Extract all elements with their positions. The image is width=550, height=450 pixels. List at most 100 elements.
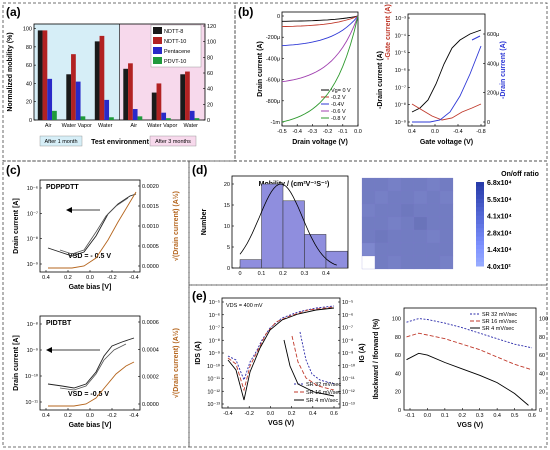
bar-ndtt-8: [151, 92, 157, 120]
a-ytick-label: 80: [26, 45, 32, 51]
d1-xtick-label: 0: [238, 271, 241, 277]
legend-swatch-ndtt-8: [153, 27, 162, 34]
d2-cell: [439, 190, 454, 205]
d2-colorbar-step: [476, 232, 484, 238]
g-c2-ytick-label: 10⁻⁹: [27, 347, 38, 354]
g-c2-y2tick-label: 0.0006: [142, 320, 159, 326]
b1-xlabel: Drain voltage (V): [292, 139, 348, 146]
b2-ytick-label: 10⁻⁹: [395, 119, 406, 126]
e1-ytick-label: 10⁻¹¹: [207, 377, 220, 383]
legend-label-ndtt-10: NDTT-10: [164, 39, 186, 45]
e2-xtick-label: -0.1: [405, 413, 414, 419]
panel-d-frame: [188, 160, 548, 286]
bar-pentacene: [189, 110, 195, 120]
e2-ylabel: Ibackward / Iforward (%): [373, 319, 380, 400]
b1-ytick-label: -600μ: [266, 78, 280, 84]
g-c2-title: PIDTBT: [46, 320, 72, 327]
chart-b2-frame: [407, 13, 486, 127]
d2-colorbar-step: [476, 207, 484, 212]
e1-ytick-label: 10⁻⁸: [209, 337, 220, 344]
e1-ids-curve-2: [227, 307, 335, 401]
g-c2-y2tick-label: 0.0000: [142, 402, 159, 408]
d2-colorbar-step: [476, 253, 484, 259]
b1-xtick-label: -0.2: [323, 129, 332, 135]
d2-cell: [413, 242, 428, 257]
bar-pdvt-10: [166, 118, 171, 120]
a-ytick-label: 60: [26, 63, 32, 69]
d2-cell: [426, 242, 441, 257]
d2-cell: [439, 203, 454, 218]
e2-xtick-label: 0.5: [511, 413, 519, 419]
e2-ytick-right: 0: [539, 408, 542, 414]
b1-xtick-label: -0.4: [292, 129, 301, 135]
g-c1-xtick-label: 0.2: [64, 275, 72, 281]
bar-ndtt-10: [156, 83, 162, 120]
g-c2-arrow-head: [46, 347, 52, 353]
b1-xtick-label: -0.3: [308, 129, 317, 135]
a-ytick-label: 100: [23, 27, 32, 33]
d2-colorbar-step: [476, 257, 484, 263]
e1-ytick-label: 10⁻¹³: [207, 402, 220, 408]
e1-ytick-label: 10⁻⁹: [209, 350, 220, 357]
bar-pdvt-10: [52, 110, 57, 120]
d1-xtick-label: 0.1: [258, 271, 266, 277]
g-c2-y2tick-label: 0.0004: [142, 347, 159, 353]
bar-ndtt-8: [66, 74, 72, 120]
chart-c-bottom: 0.4 0.2 0.0 -0.2 -0.4 10⁻⁸ 10⁻⁹ 10⁻¹⁰ 10⁻¹¹ 0.000…: [13, 315, 180, 429]
a-y2tick-label: 40: [207, 87, 213, 93]
e2-ytick-left: 20: [395, 390, 401, 396]
d1-ytick-label: 20: [224, 182, 230, 188]
e2-curve-1: [406, 332, 533, 371]
a-ytick-label: 40: [26, 81, 32, 87]
b2-xtick-label: 0.0: [431, 129, 439, 135]
g-c1-title: PDPPDTT: [46, 184, 79, 191]
d2-colorbar-step: [476, 182, 484, 187]
g-c2-ytick-label: 10⁻⁸: [27, 321, 38, 328]
g-c1-y2tick-label: 0.0010: [142, 224, 159, 230]
e2-ytick-left: 100: [392, 317, 401, 323]
b2-ylabel-left2: -Gate current (A): [385, 4, 392, 60]
d2-cell: [374, 216, 389, 231]
bar-ndtt-10: [99, 35, 105, 121]
bar-ndtt-8: [123, 68, 129, 120]
d1-ytick-label: 10: [224, 224, 230, 230]
bar-ndtt-10: [128, 63, 133, 120]
e1-y2tick-label: 10⁻¹⁰: [342, 363, 356, 370]
d2-cell: [387, 229, 402, 244]
d2-cell: [426, 255, 441, 270]
e1-ig-curve-0: [299, 331, 335, 385]
b2-log-curve: [411, 29, 482, 113]
d2-cell: [361, 255, 376, 270]
chart-b-right: 0.4 0.0 -0.4 -0.8 10⁻³ 10⁻⁴ 10⁻⁵ 10⁻⁶ 10⁻⁷ 10⁻⁸ 10…: [377, 4, 507, 146]
group-tag-1: [39, 135, 83, 147]
bar-ndtt-8: [37, 30, 43, 120]
d2-cell: [426, 203, 441, 218]
bar-pentacene: [161, 112, 167, 120]
e1-ids-curve-0: [227, 305, 335, 382]
chart-b1-frame: [281, 11, 359, 127]
g-c2-xtick-label: -0.2: [107, 413, 116, 419]
b1-ytick-label: -200μ: [266, 35, 280, 41]
g-c1-ylabel-right: √(Drain current) (A½): [172, 191, 180, 261]
e1-y2tick-label: 10⁻¹³: [342, 402, 355, 408]
b1-legend-label-4: -0.8 V: [331, 116, 346, 122]
d2-cell: [374, 255, 389, 270]
d2-colorbar-label: 4.1x10⁴: [487, 214, 512, 221]
b2-xtick-label: -0.4: [453, 129, 462, 135]
b2-arrow: [471, 35, 481, 41]
b1-legend-label-2: -0.4V: [331, 102, 344, 108]
d2-colorbar-step: [476, 215, 484, 221]
b1-curve-0: [282, 15, 359, 22]
e1-y2tick-label: 10⁻¹¹: [342, 377, 355, 383]
g-c1-y2tick-label: 0.0015: [142, 204, 159, 210]
g-c1-annotation: VSD = - 0.5 V: [68, 253, 111, 260]
d1-ytick-label: 0: [227, 266, 230, 272]
panel-e-frame: [188, 284, 548, 448]
panel-a-label: (a): [6, 5, 21, 19]
b1-ytick-label: -1m: [271, 120, 281, 126]
e1-ytick-label: 10⁻¹²: [207, 389, 220, 395]
d1-title: Mobility / (cm²V⁻¹S⁻¹): [259, 181, 330, 188]
b2-ytick-label: 10⁻⁶: [395, 67, 406, 74]
d2-cell: [400, 242, 415, 257]
